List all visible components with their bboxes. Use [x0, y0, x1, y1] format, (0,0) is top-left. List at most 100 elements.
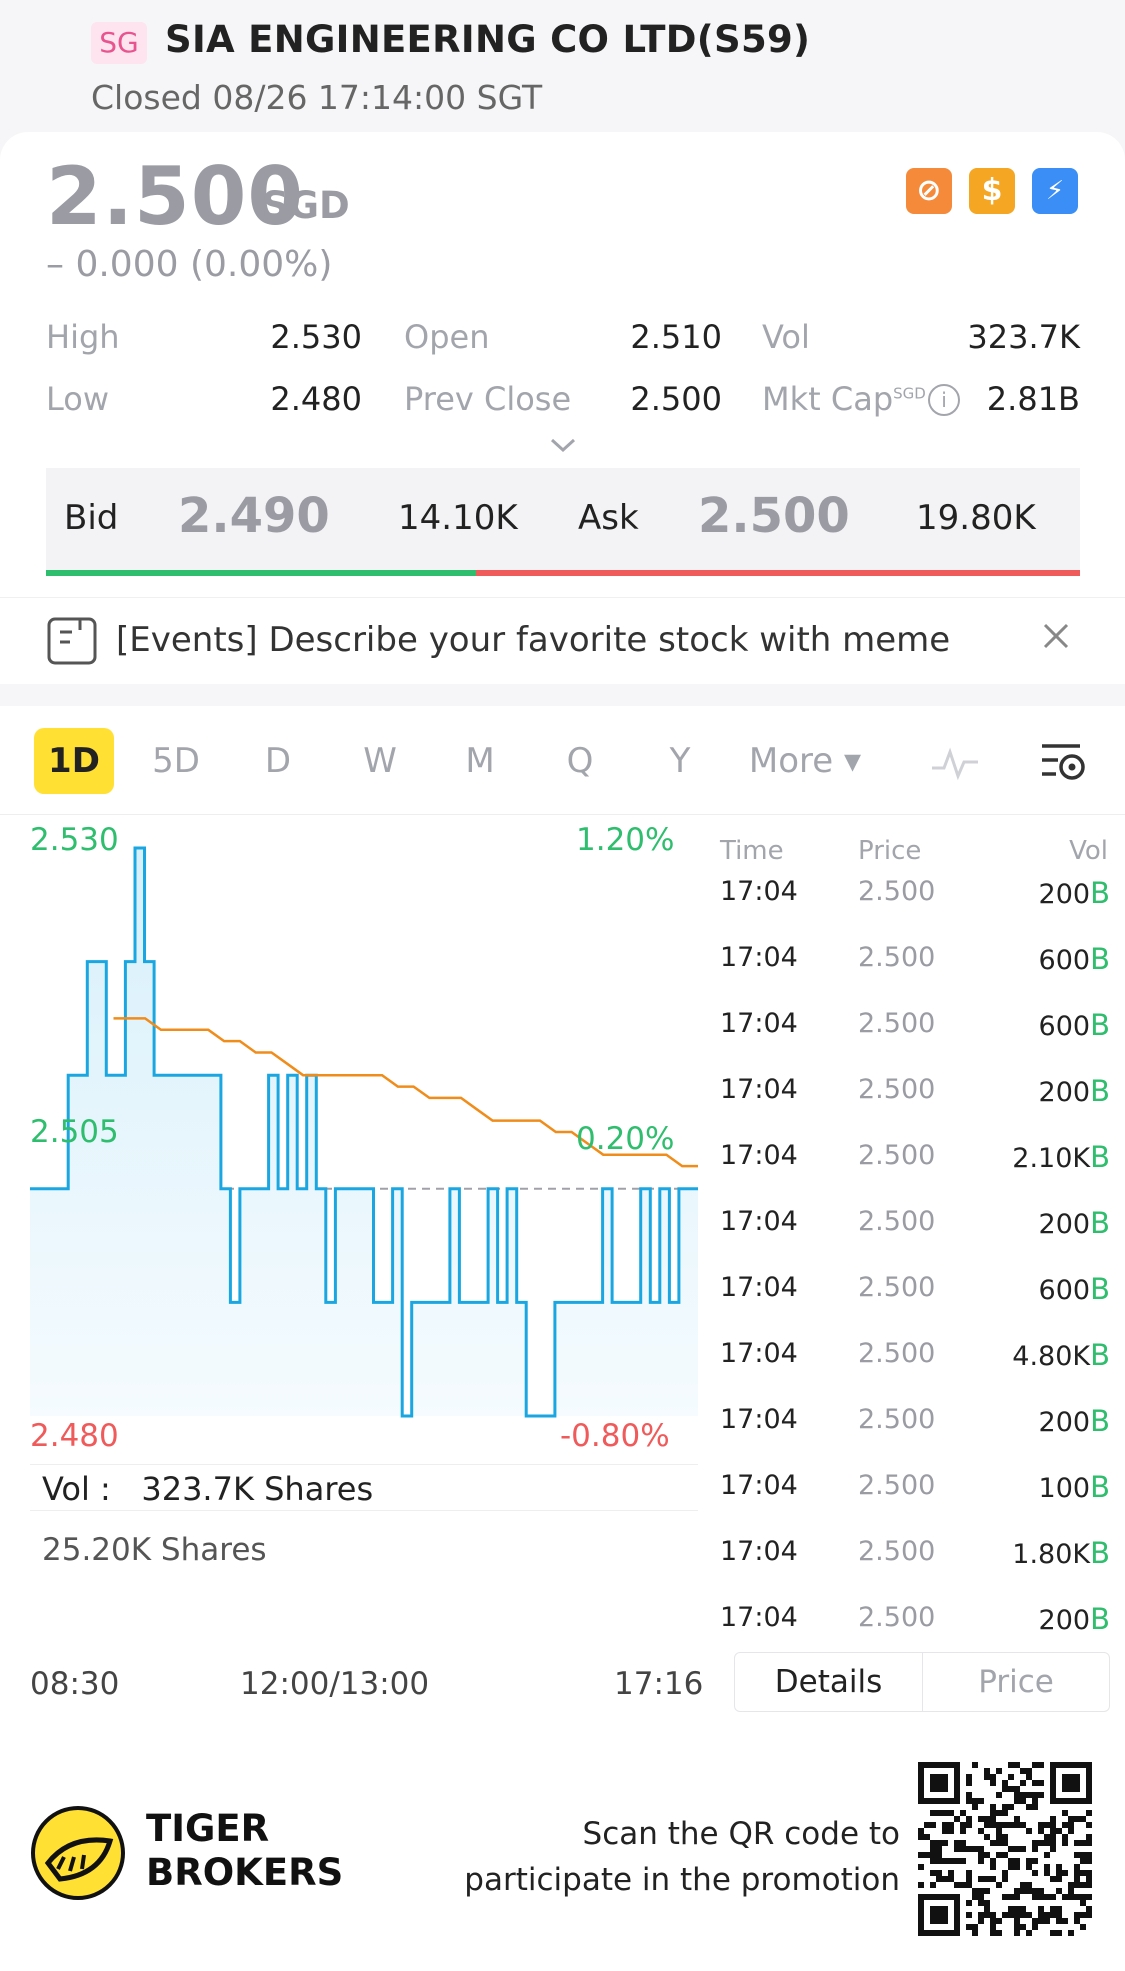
- dividend-icon[interactable]: $: [969, 168, 1015, 214]
- trade-row: 17:04 2.500 200B: [720, 1074, 1110, 1114]
- qr-module: [1056, 1930, 1062, 1936]
- bid-label: Bid: [64, 498, 119, 538]
- trade-time: 17:04: [720, 942, 798, 973]
- qr-module: [1032, 1846, 1038, 1852]
- qr-module: [1080, 1840, 1086, 1846]
- trade-price: 2.500: [858, 1008, 936, 1039]
- trade-vol: 200B: [1038, 1404, 1110, 1438]
- qr-module: [1032, 1924, 1038, 1930]
- trade-row: 17:04 2.500 4.80KB: [720, 1338, 1110, 1378]
- header: SG SIA ENGINEERING CO LTD(S59) Closed 08…: [0, 0, 1125, 135]
- qr-module: [1014, 1792, 1020, 1798]
- qr-module: [1032, 1780, 1038, 1786]
- qr-module: [972, 1762, 978, 1768]
- qr-module: [1038, 1912, 1044, 1918]
- brand-line-1: TIGER: [146, 1807, 270, 1850]
- qr-module: [1086, 1840, 1092, 1846]
- qr-module: [1020, 1822, 1026, 1828]
- qr-module: [990, 1930, 996, 1936]
- qr-module: [1038, 1840, 1044, 1846]
- price-line: [30, 846, 698, 1418]
- qr-module: [1002, 1852, 1008, 1858]
- qr-module: [1044, 1894, 1050, 1900]
- market-badge: SG: [91, 22, 147, 64]
- qr-module: [1002, 1786, 1008, 1792]
- tab-y[interactable]: Y: [669, 741, 691, 781]
- qr-code[interactable]: [918, 1762, 1092, 1936]
- qr-module: [1044, 1834, 1050, 1840]
- trade-row: 17:04 2.500 100B: [720, 1470, 1110, 1510]
- qr-module: [1038, 1822, 1044, 1828]
- qr-module: [1044, 1852, 1050, 1858]
- tab-1d[interactable]: 1D: [34, 728, 114, 794]
- trade-row: 17:04 2.500 200B: [720, 1404, 1110, 1444]
- trade-vol: 600B: [1038, 1272, 1110, 1306]
- qr-module: [1044, 1918, 1050, 1924]
- tab-details[interactable]: Details: [735, 1653, 923, 1711]
- qr-module: [1008, 1906, 1014, 1912]
- qr-module: [1086, 1852, 1092, 1858]
- trade-row: 17:04 2.500 200B: [720, 876, 1110, 916]
- pct-axis-mid: 0.20%: [576, 1121, 675, 1157]
- trade-vol: 600B: [1038, 942, 1110, 976]
- qr-module: [966, 1816, 972, 1822]
- trade-time: 17:04: [720, 1404, 798, 1435]
- bid-ratio-bar: [46, 570, 476, 576]
- qr-module: [1026, 1888, 1032, 1894]
- tab-m[interactable]: M: [465, 741, 495, 781]
- qr-module: [1020, 1792, 1026, 1798]
- qr-module: [930, 1822, 936, 1828]
- x-axis-start: 08:30: [30, 1666, 120, 1702]
- qr-module: [1044, 1822, 1050, 1828]
- qr-module: [978, 1852, 984, 1858]
- trade-price: 2.500: [858, 942, 936, 973]
- qr-module: [966, 1780, 972, 1786]
- trade-vol: 600B: [1038, 1008, 1110, 1042]
- qr-module: [948, 1870, 954, 1876]
- qr-module: [990, 1810, 996, 1816]
- price-change: – 0.000 (0.00%): [46, 244, 332, 285]
- info-icon[interactable]: i: [928, 384, 960, 416]
- events-banner[interactable]: [Events] Describe your favorite stock wi…: [0, 597, 1125, 681]
- pct-axis-top: 1.20%: [576, 822, 675, 858]
- close-icon[interactable]: [1040, 620, 1072, 652]
- qr-module: [1026, 1930, 1032, 1936]
- qr-module: [918, 1834, 924, 1840]
- qr-module: [936, 1858, 942, 1864]
- qr-module: [1014, 1858, 1020, 1864]
- qr-module: [984, 1852, 990, 1858]
- tab-d[interactable]: D: [264, 741, 292, 781]
- chart-settings-icon[interactable]: [1040, 740, 1088, 784]
- tab-w[interactable]: W: [363, 741, 397, 781]
- qr-module: [1074, 1912, 1080, 1918]
- qr-module: [1086, 1912, 1092, 1918]
- qr-module: [984, 1774, 990, 1780]
- tab-5d[interactable]: 5D: [152, 741, 200, 781]
- qr-module: [990, 1918, 996, 1924]
- trade-time: 17:04: [720, 1602, 798, 1633]
- qr-module: [1074, 1876, 1080, 1882]
- qr-module: [1080, 1870, 1086, 1876]
- tab-price[interactable]: Price: [978, 1664, 1054, 1700]
- qr-module: [1032, 1792, 1038, 1798]
- qr-module: [1002, 1804, 1008, 1810]
- qr-module: [1068, 1816, 1074, 1822]
- qr-module: [978, 1894, 984, 1900]
- tab-q[interactable]: Q: [566, 741, 594, 781]
- trade-side: B: [1090, 1206, 1110, 1240]
- tab-more[interactable]: More ▾: [748, 741, 862, 781]
- lightning-icon[interactable]: ⚡: [1032, 168, 1078, 214]
- trade-vol: 200B: [1038, 1074, 1110, 1108]
- no-margin-icon[interactable]: ⊘: [906, 168, 952, 214]
- expand-chevron-icon[interactable]: [548, 432, 578, 458]
- qr-module: [954, 1840, 960, 1846]
- qr-module: [1080, 1882, 1086, 1888]
- qr-module: [984, 1816, 990, 1822]
- qr-module: [996, 1828, 1002, 1834]
- trade-time: 17:04: [720, 1140, 798, 1171]
- indicator-icon[interactable]: [930, 742, 980, 782]
- qr-module: [936, 1810, 942, 1816]
- qr-module: [1008, 1762, 1014, 1768]
- intraday-chart[interactable]: [0, 816, 710, 1536]
- market-status: Closed 08/26 17:14:00 SGT: [91, 78, 543, 117]
